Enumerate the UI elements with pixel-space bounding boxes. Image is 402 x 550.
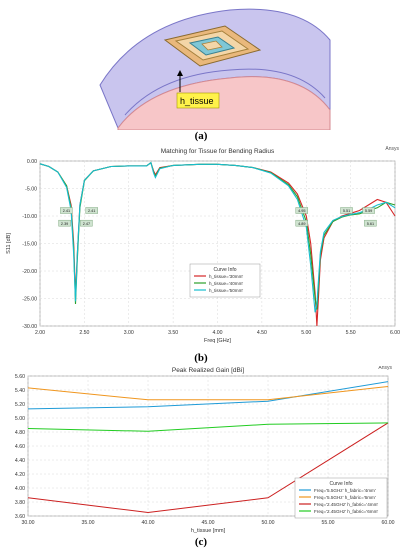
y-tick-label: 5.20 [15,402,25,408]
marker-box [340,207,353,214]
y-tick-label: 3.80 [15,500,25,506]
y-tick-label: 4.80 [15,430,25,436]
marker-box [60,207,73,214]
s11-chart: Matching for Tissue for Bending Radius An… [6,146,400,344]
marker-box [295,219,309,227]
y-tick-label: -30.00 [22,324,37,330]
figure-c: Peak Realized Gain [dBi] Ansys 30.00 35.00 4… [0,365,402,534]
caption-b: (b) [194,352,208,364]
x-axis-label: Freq [GHz] [204,338,231,344]
figure-b: Matching for Tissue for Bending Radius An… [0,144,402,350]
marker-label: 2.41 [88,209,95,213]
antenna-patch [163,25,262,67]
gain-chart: Peak Realized Gain [dBi] Ansys 30.00 35.00 4… [15,365,395,534]
x-tick-label: 5.50 [346,330,356,336]
x-tick-label: 3.00 [124,330,134,336]
marker-label: 5.61 [367,222,374,226]
legend-title: Curve Info [213,267,236,273]
marker-label: 4.95 [298,209,305,213]
series-line [27,422,389,432]
inner-arc [124,68,326,116]
y-tick-label: 5.00 [15,416,25,422]
legend-entry: Freq='2.45GHz' h_fabric='6mm' [314,509,378,514]
y-tick-label: 0.00 [27,159,37,165]
caption-c: (c) [194,536,208,548]
x-tick-label: 40.00 [142,520,155,526]
y-tick-label: -15.00 [22,242,37,248]
legend-entry: h_tissue='40mm' [209,281,243,286]
h-tissue-label-box [176,92,220,109]
x-tick-label: 4.00 [212,330,222,336]
y-tick-label: -5.00 [25,187,37,193]
series-line [27,386,389,401]
y-axis-label: S11 [dB] [6,233,12,254]
marker-box [80,219,93,227]
y-tick-label: 4.00 [15,486,25,492]
x-tick-label: 60.00 [382,520,395,526]
legend-entry: Freq='5.5GHz' h_fabric='4mm' [314,488,376,493]
marker-box [362,207,375,214]
x-tick-label: 2.00 [35,330,45,336]
bending-model-illustration: h_tissue [99,8,331,131]
arrow-head-icon [177,70,183,76]
x-tick-label: 6.00 [390,330,400,336]
y-tick-label: -25.00 [22,297,37,303]
x-axis-label: h_tissue [mm] [191,528,226,534]
marker-label: 5.51 [343,209,350,213]
y-tick-label: 5.60 [15,374,25,380]
chart-title: Matching for Tissue for Bending Radius [161,148,275,155]
ansys-label: Ansys [378,366,392,371]
series-line [39,161,396,313]
x-tick-label: 30.00 [22,520,35,526]
marker-box [58,219,71,227]
x-tick-label: 5.00 [301,330,311,336]
y-tick-label: 4.60 [15,444,25,450]
tissue-cylinder [117,76,331,131]
y-tick-label: 4.40 [15,458,25,464]
series-line [27,422,389,514]
legend-box [189,263,261,298]
x-tick-label: 2.50 [79,330,89,336]
marker-label: 4.89 [298,222,305,226]
y-tick-label: 5.40 [15,388,25,394]
x-tick-label: 35.00 [82,520,95,526]
caption-a: (a) [194,130,208,142]
series-line [27,381,389,410]
chart-title: Peak Realized Gain [dBi] [172,367,244,374]
legend-title: Curve Info [329,481,352,487]
h-tissue-label: h_tissue [180,96,214,106]
x-tick-label: 45.00 [202,520,215,526]
y-tick-label: 4.20 [15,472,25,478]
marker-label: 2.41 [63,209,70,213]
y-tick-label: -20.00 [22,269,37,275]
marker-label: 2.47 [83,222,90,226]
legend-entry: h_tissue='30mm' [209,274,243,279]
y-tick-label: 3.60 [15,514,25,520]
marker-box [364,219,377,227]
legend-entry: Freq='5.5GHz' h_fabric='6mm' [314,495,376,500]
ansys-label: Ansys [385,146,399,152]
marker-label: 2.39 [61,222,68,226]
legend-entry: h_tissue='50mm' [209,288,243,293]
x-tick-label: 3.50 [168,330,178,336]
marker-box [295,207,309,214]
x-tick-label: 55.00 [322,520,335,526]
legend-entry: Freq='2.45GHz' h_fabric='4mm' [314,502,378,507]
marker-box [85,207,98,214]
y-tick-label: -10.00 [22,214,37,220]
x-tick-label: 4.50 [257,330,267,336]
x-tick-label: 50.00 [262,520,275,526]
marker-label: 5.59 [365,209,372,213]
figure-a: h_tissue [0,0,402,131]
